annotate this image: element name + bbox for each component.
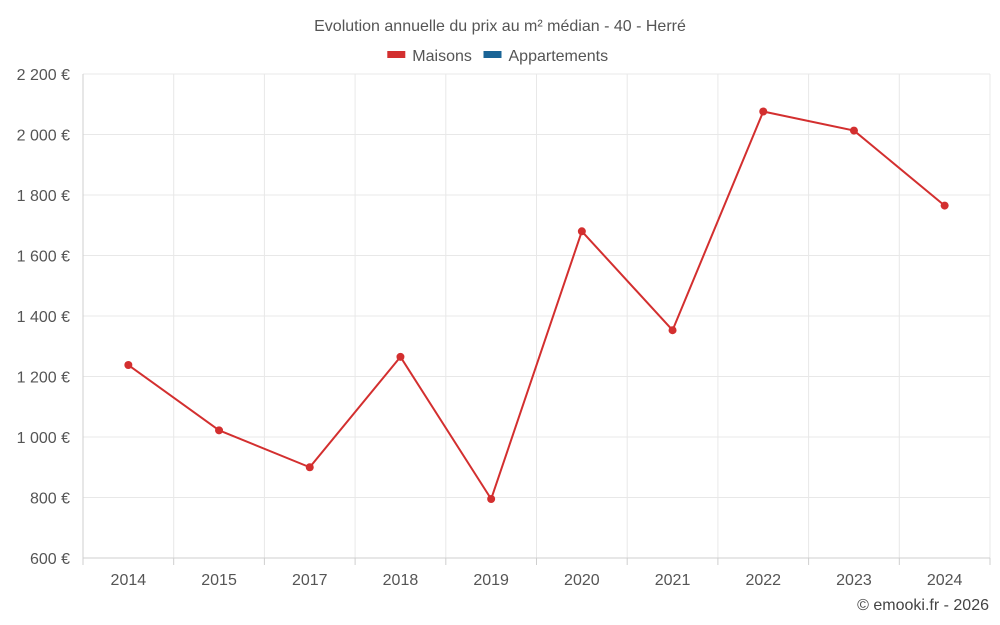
y-tick-label: 1 600 € bbox=[17, 249, 70, 266]
y-tick-label: 1 000 € bbox=[17, 430, 70, 447]
y-tick-label: 1 800 € bbox=[17, 188, 70, 205]
y-tick-label: 1 400 € bbox=[17, 309, 70, 326]
y-axis: 600 € 800 € 1 000 € 1 200 € 1 400 € 1 600 € 1 … bbox=[17, 67, 84, 568]
x-tick-label: 2021 bbox=[655, 572, 691, 589]
data-point[interactable] bbox=[849, 126, 858, 135]
grid bbox=[82, 73, 991, 558]
x-tick-label: 2024 bbox=[927, 572, 963, 589]
x-tick-label: 2018 bbox=[383, 572, 419, 589]
series-line-maisons bbox=[127, 110, 946, 501]
data-point[interactable] bbox=[305, 463, 314, 472]
data-point[interactable] bbox=[577, 227, 586, 236]
chart-title: Evolution annuelle du prix au m² médian … bbox=[314, 18, 686, 35]
data-point[interactable] bbox=[396, 352, 405, 361]
x-tick-label: 2022 bbox=[745, 572, 781, 589]
legend-swatch-appartements[interactable] bbox=[483, 51, 502, 58]
y-tick-label: 600 € bbox=[30, 551, 70, 568]
legend-swatch-maisons[interactable] bbox=[387, 51, 406, 58]
x-tick-label: 2020 bbox=[564, 572, 600, 589]
x-tick-label: 2019 bbox=[473, 572, 509, 589]
data-point[interactable] bbox=[215, 426, 224, 435]
y-tick-label: 1 200 € bbox=[17, 370, 70, 387]
x-tick-label: 2015 bbox=[201, 572, 237, 589]
x-tick-label: 2023 bbox=[836, 572, 872, 589]
data-point[interactable] bbox=[668, 326, 677, 335]
y-tick-label: 800 € bbox=[30, 491, 70, 508]
credit-text: © emooki.fr - 2026 bbox=[857, 597, 989, 614]
data-point[interactable] bbox=[124, 361, 133, 370]
x-axis: 2014 2015 2017 2018 2019 2020 2021 2022 2023 2024 bbox=[82, 557, 991, 589]
legend: Maisons Appartements bbox=[387, 48, 608, 65]
data-point[interactable] bbox=[940, 201, 949, 210]
legend-label-appartements[interactable]: Appartements bbox=[509, 48, 609, 65]
data-point[interactable] bbox=[487, 495, 496, 504]
x-tick-label: 2014 bbox=[111, 572, 147, 589]
y-tick-label: 2 000 € bbox=[17, 128, 70, 145]
y-tick-label: 2 200 € bbox=[17, 67, 70, 84]
x-tick-label: 2017 bbox=[292, 572, 328, 589]
legend-label-maisons[interactable]: Maisons bbox=[412, 48, 472, 65]
data-point[interactable] bbox=[759, 107, 768, 116]
series-layer bbox=[124, 107, 949, 504]
